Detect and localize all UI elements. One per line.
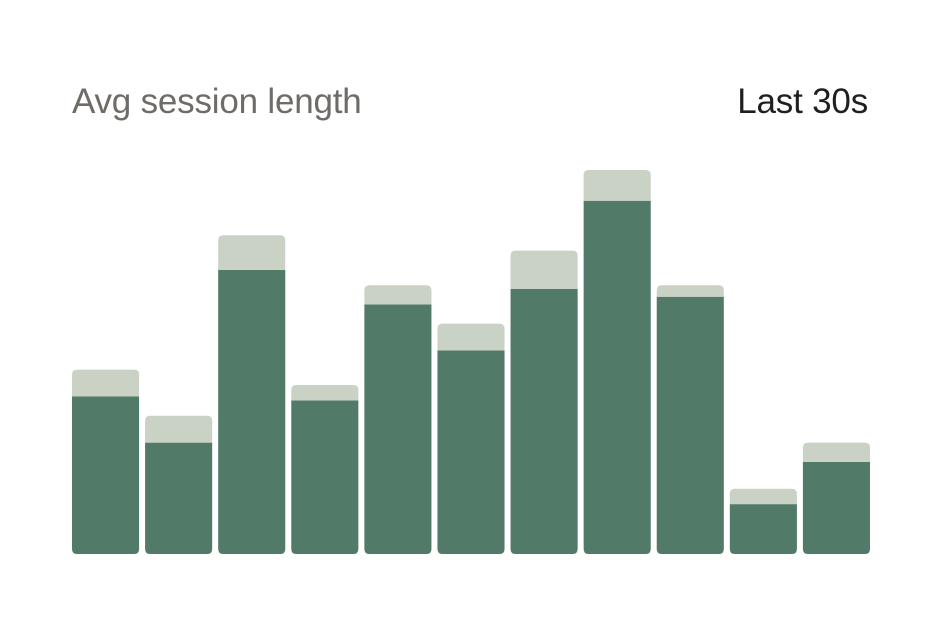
bar-main-2 — [145, 442, 213, 554]
bar-extra-6 — [437, 323, 505, 351]
bar-group-7 — [510, 250, 578, 554]
bar-main-7 — [510, 289, 578, 554]
bar-extra-2 — [145, 415, 213, 443]
bar-main-6 — [437, 350, 505, 554]
chart-title: Avg session length — [72, 82, 362, 121]
time-range-label: Last 30s — [737, 82, 868, 121]
bar-extra-8 — [583, 170, 651, 201]
bar-extra-11 — [802, 442, 870, 462]
bar-group-1 — [72, 369, 140, 554]
bar-extra-1 — [72, 369, 140, 397]
bar-group-4 — [291, 385, 359, 554]
bar-main-9 — [656, 296, 724, 554]
bar-group-3 — [218, 235, 286, 554]
bar-extra-5 — [364, 285, 432, 305]
bar-extra-4 — [291, 385, 359, 401]
bar-extra-9 — [656, 285, 724, 297]
bar-main-8 — [583, 200, 651, 554]
bar-main-3 — [218, 269, 286, 554]
bar-extra-7 — [510, 250, 578, 290]
bar-main-10 — [729, 504, 797, 554]
bar-extra-10 — [729, 488, 797, 505]
bar-extra-3 — [218, 235, 286, 270]
bar-group-11 — [802, 442, 870, 554]
bar-main-4 — [291, 400, 359, 554]
bar-group-9 — [656, 285, 724, 554]
bar-group-8 — [583, 170, 651, 554]
bar-group-10 — [729, 488, 797, 554]
bar-main-1 — [72, 396, 140, 554]
bar-main-5 — [364, 304, 432, 554]
bar-group-6 — [437, 323, 505, 554]
bar-group-2 — [145, 415, 213, 554]
bar-main-11 — [802, 461, 870, 554]
bar-group-5 — [364, 285, 432, 554]
